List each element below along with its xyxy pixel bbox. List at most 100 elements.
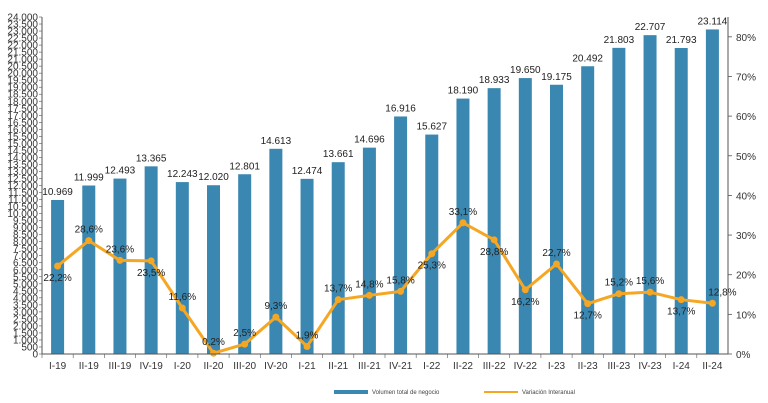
right-axis: 0% 10% 20% 30% 40% 50% 60% 70% 80% (727, 17, 756, 361)
right-tick-label: 10% (736, 310, 756, 321)
bar-data-label: 12.493 (105, 166, 136, 177)
left-tick-label: 7.500 (13, 244, 38, 255)
bar-series (51, 29, 719, 355)
left-tick-label: 1.500 (13, 328, 38, 339)
x-tick-label: II-19 (79, 361, 99, 372)
line-data-label: 15,2% (605, 278, 633, 289)
right-tick-label: 80% (736, 33, 756, 44)
left-tick-label: 8.000 (13, 237, 38, 248)
left-tick-label: 6.000 (13, 265, 38, 276)
left-tick-label: 2.500 (13, 314, 38, 325)
left-tick-label: 8.500 (13, 230, 38, 241)
line-point (334, 296, 342, 304)
bar (238, 174, 252, 354)
line-point (677, 296, 685, 304)
bar (674, 47, 688, 354)
left-tick-label: 17.500 (7, 104, 38, 115)
bar-data-label: 21.793 (666, 35, 697, 46)
line-data-labels: 22,2% 28,6%23,6% 23,5% 11,6% 0,2% 2,5% 9,3% 1,9… (43, 207, 736, 348)
left-tick-label: 10.000 (7, 209, 38, 220)
bar (207, 185, 220, 354)
bar-data-label: 23.114 (697, 16, 727, 27)
x-tick-label: II-21 (328, 361, 348, 372)
left-tick-label: 23.000 (7, 27, 38, 38)
bar-data-label: 15.627 (416, 122, 447, 133)
bar (394, 116, 408, 355)
bar-data-label: 13.365 (136, 153, 167, 164)
bar (113, 178, 127, 354)
line-point (490, 236, 498, 244)
x-tick-label: II-20 (203, 361, 223, 372)
right-tick-label: 60% (736, 112, 756, 123)
x-tick-label: III-22 (483, 361, 506, 372)
bar-data-label: 12.243 (167, 169, 198, 180)
line-data-label: 1,9% (296, 330, 319, 341)
line-series (54, 219, 716, 357)
bar-data-label: 22.707 (635, 22, 666, 33)
x-tick-label: I-23 (548, 361, 566, 372)
left-tick-label: 13.000 (7, 167, 38, 178)
left-tick-label: 5.500 (13, 272, 38, 283)
left-tick-label: 4.000 (13, 293, 38, 304)
left-tick-label: 9.000 (13, 223, 38, 234)
line-point (85, 237, 93, 245)
x-tick-label: IV-21 (389, 361, 413, 372)
line-point (210, 349, 217, 357)
left-tick-label: 500 (21, 342, 38, 353)
line-point (646, 288, 654, 296)
bar (175, 182, 189, 354)
line-point (397, 287, 405, 295)
line-point (303, 342, 311, 350)
line-point (272, 313, 280, 321)
left-tick-label: 22.000 (7, 41, 38, 52)
bar (331, 162, 345, 354)
line-point (54, 262, 62, 270)
left-tick-label: 12.000 (7, 181, 38, 192)
legend-label-bars: Volumen total de negocio (372, 390, 440, 396)
left-tick-label: 16.000 (7, 125, 38, 136)
bar-data-label: 20.492 (572, 53, 603, 64)
left-tick-label: 18.500 (7, 90, 38, 101)
bar (362, 147, 376, 354)
x-tick-label: III-19 (109, 361, 132, 372)
line-data-label: 15,8% (386, 275, 414, 286)
left-tick-label: 16.500 (7, 118, 38, 129)
left-tick-label: 3.500 (13, 300, 38, 311)
left-tick-label: 11.500 (8, 188, 38, 199)
bar (456, 98, 470, 354)
x-tick-label: IV-23 (638, 361, 662, 372)
line-data-label: 22,7% (542, 248, 570, 259)
right-tick-label: 30% (736, 231, 756, 242)
left-tick-label: 21.000 (7, 55, 38, 66)
bar-data-label: 18.933 (479, 75, 510, 86)
bar (643, 35, 657, 354)
x-tick-label: III-21 (358, 361, 381, 372)
bar-data-label: 12.474 (292, 166, 323, 177)
left-tick-label: 7.000 (13, 251, 38, 262)
left-tick-label: 12.500 (7, 174, 38, 185)
x-tick-label: III-23 (607, 361, 630, 372)
line-path (56, 221, 713, 355)
bar (705, 29, 719, 354)
left-tick-label: 24.000 (7, 13, 38, 24)
x-tick-label: II-23 (578, 361, 598, 372)
bar (51, 199, 65, 354)
line-data-label: 23,6% (106, 244, 134, 255)
left-axis: 05001.0001.5002.0002.5003.0003.5004.0004… (7, 13, 43, 361)
left-tick-label: 14.500 (7, 146, 38, 157)
bar-data-label: 18.190 (448, 86, 479, 97)
bar (518, 78, 532, 355)
left-tick-label: 19.500 (7, 76, 38, 87)
left-tick-label: 15.000 (7, 139, 38, 150)
line-point (241, 340, 249, 348)
x-tick-label: I-24 (673, 361, 691, 372)
left-tick-label: 3.000 (13, 307, 38, 318)
bar-data-label: 12.020 (198, 172, 229, 183)
left-tick-label: 11.000 (8, 195, 38, 206)
line-point (584, 300, 592, 308)
line-point (553, 260, 560, 268)
line-data-label: 9,3% (264, 301, 287, 312)
left-tick-label: 20.000 (7, 69, 38, 80)
x-tick-label: I-21 (298, 361, 316, 372)
line-data-label: 12,8% (708, 287, 736, 298)
